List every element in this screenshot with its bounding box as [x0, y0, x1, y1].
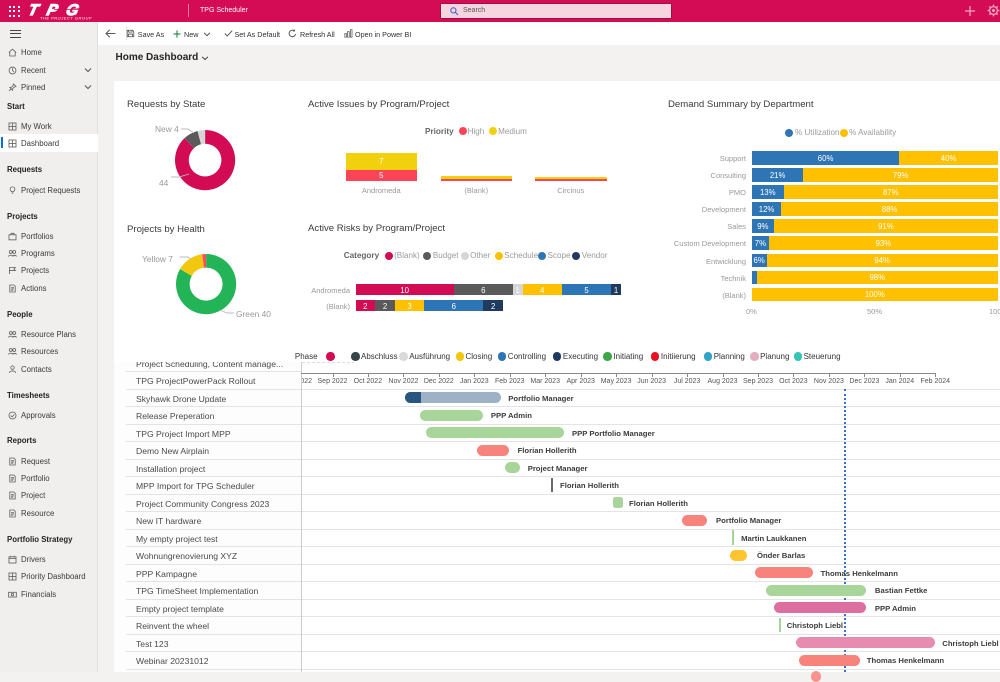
svg-text:TPG: TPG	[27, 2, 90, 19]
svg-text:THE PROJECT GROUP: THE PROJECT GROUP	[40, 15, 92, 20]
